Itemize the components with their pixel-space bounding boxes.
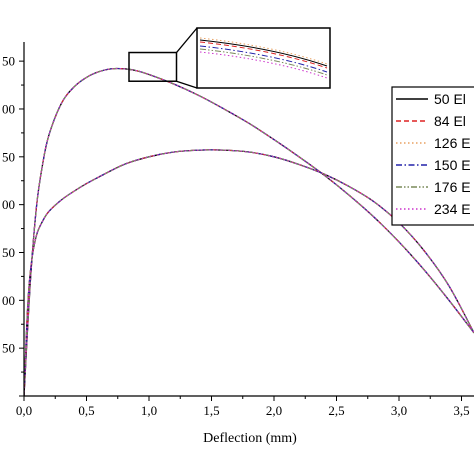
x-tick-label: 0,5 bbox=[78, 403, 94, 418]
x-tick-label: 3,5 bbox=[453, 403, 469, 418]
tick-marks: 0,0 0,5 1,0 1,5 2,0 2,5 3,0 3,5 50 00 50 00 50 00 50 bbox=[2, 54, 470, 418]
zoom-inset bbox=[128, 27, 331, 89]
x-axis-title: Deflection (mm) bbox=[203, 431, 297, 446]
y-tick-label: 00 bbox=[2, 293, 15, 308]
legend-label: 234 E bbox=[434, 201, 471, 217]
y-tick-label: 50 bbox=[2, 245, 15, 260]
series-line-150-e-upper bbox=[24, 67, 474, 396]
y-tick-label: 00 bbox=[2, 101, 15, 116]
y-tick-label: 50 bbox=[2, 54, 15, 69]
legend-label: 126 E bbox=[434, 135, 471, 151]
x-tick-label: 2,5 bbox=[328, 403, 344, 418]
legend-label: 150 E bbox=[434, 157, 471, 173]
legend-box bbox=[391, 86, 474, 226]
zoom-region-box bbox=[128, 51, 178, 82]
x-tick-label: 3,0 bbox=[391, 403, 407, 418]
x-tick-label: 1,5 bbox=[203, 403, 219, 418]
inset-connector-bottom bbox=[176, 80, 198, 89]
inset-series-50-el bbox=[199, 39, 328, 67]
plot-area bbox=[24, 67, 474, 396]
legend-label: 176 E bbox=[434, 179, 471, 195]
x-tick-label: 0,0 bbox=[16, 403, 32, 418]
series-line-234-e-lower bbox=[24, 149, 474, 396]
inset-series-126-e bbox=[199, 37, 328, 65]
x-tick-label: 1,0 bbox=[141, 403, 157, 418]
legend: 50 El 84 El 126 E 150 E 176 E 234 E bbox=[391, 86, 474, 226]
inset-series-234-e bbox=[199, 51, 328, 79]
y-tick-label: 50 bbox=[2, 341, 15, 356]
y-tick-label: 50 bbox=[2, 149, 15, 164]
legend-label: 50 El bbox=[434, 91, 466, 107]
inset-series-84-el bbox=[199, 41, 328, 69]
series-line-234-e-upper bbox=[24, 67, 474, 396]
y-tick-label: 00 bbox=[2, 197, 15, 212]
inset-connector-top bbox=[176, 27, 198, 53]
inset-series-150-e bbox=[199, 45, 328, 73]
legend-label: 84 El bbox=[434, 113, 466, 129]
inset-series-176-e bbox=[199, 48, 328, 76]
x-tick-label: 2,0 bbox=[266, 403, 282, 418]
